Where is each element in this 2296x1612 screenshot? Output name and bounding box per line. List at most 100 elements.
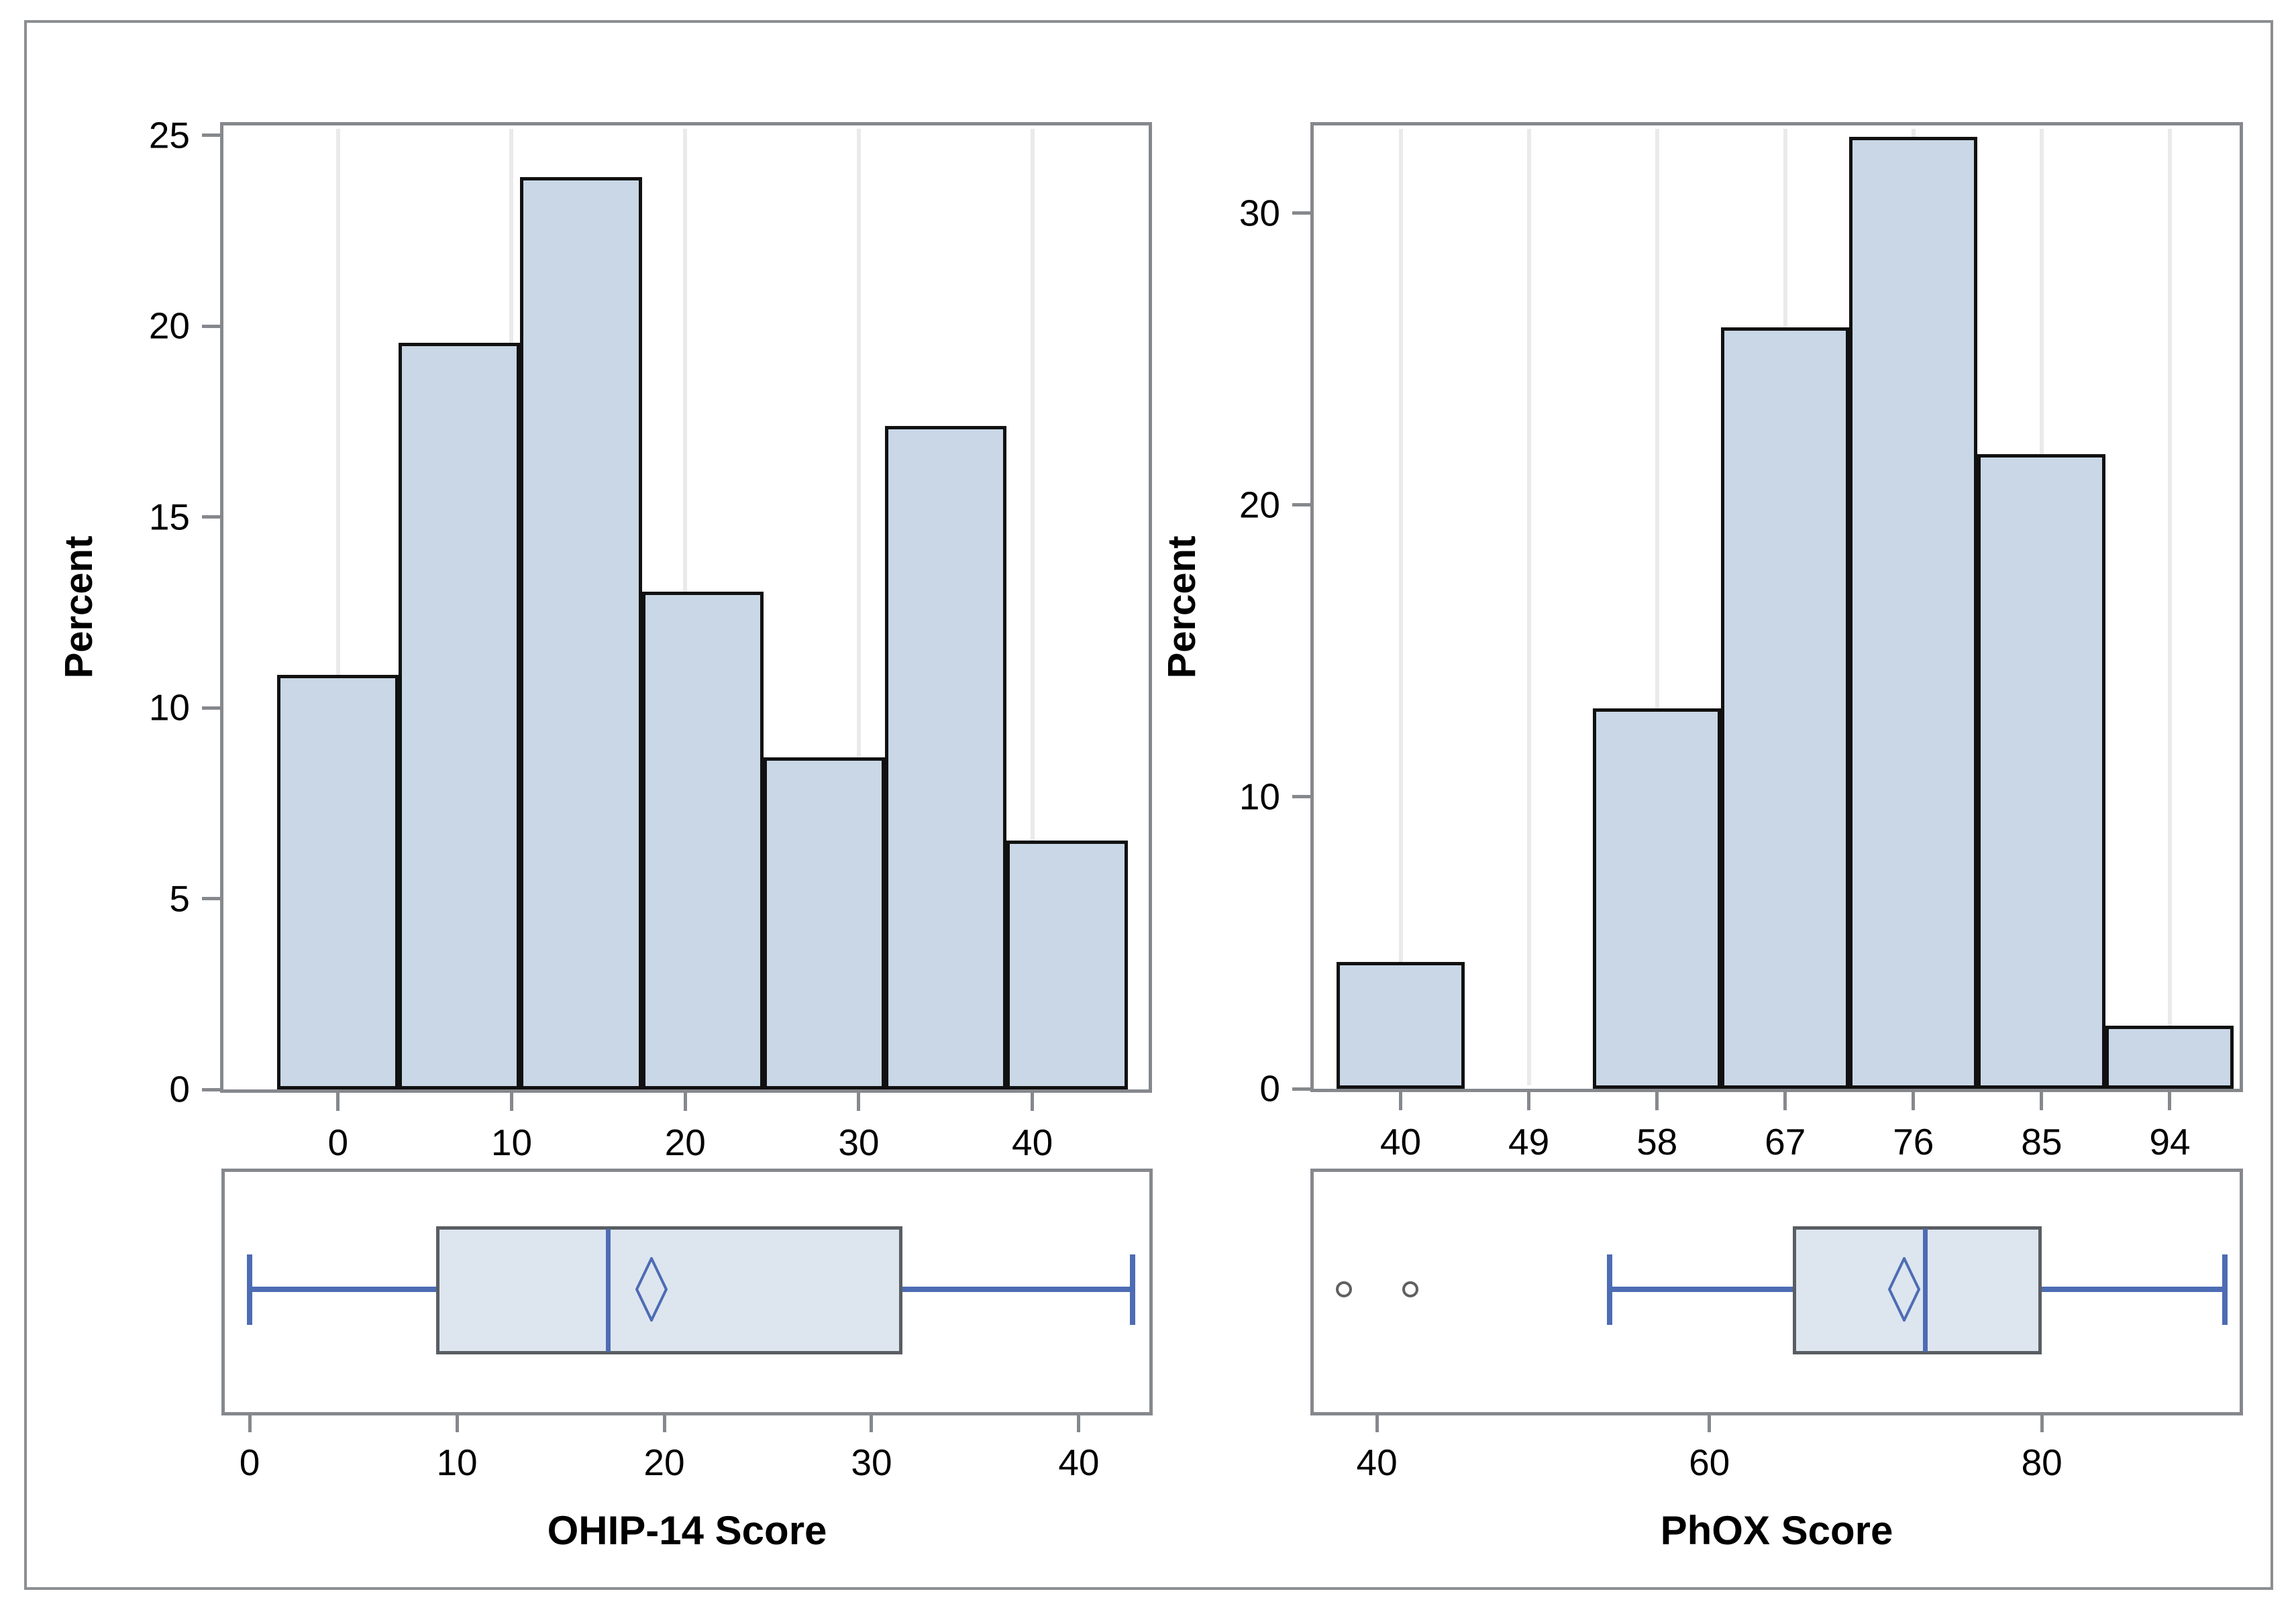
x-tick-label: 85 [2021, 1121, 2063, 1163]
histogram-bar [277, 674, 399, 1089]
whisker-cap [1130, 1254, 1136, 1326]
x-tick-mark [1708, 1412, 1712, 1432]
gridline [1655, 129, 1659, 1085]
x-tick-mark [2040, 1412, 2044, 1432]
x-tick-label: 10 [490, 1122, 533, 1163]
x-tick-mark [336, 1089, 340, 1111]
x-tick-label: 40 [1012, 1122, 1053, 1163]
gridline [856, 129, 861, 1086]
whisker-line [250, 1287, 437, 1293]
x-tick-label: 94 [2149, 1121, 2191, 1163]
outlier-point [1335, 1281, 1352, 1298]
x-tick-mark [509, 1089, 513, 1111]
y-tick-label: 25 [148, 114, 190, 156]
x-tick-label: 0 [327, 1122, 349, 1163]
whisker-line [1610, 1287, 1793, 1293]
x-tick-mark [857, 1089, 861, 1111]
mean-marker [1887, 1255, 1920, 1324]
x-tick-mark [1527, 1089, 1531, 1110]
gridline [335, 129, 340, 1086]
median-line [1923, 1228, 1928, 1352]
x-tick-mark [1031, 1089, 1035, 1111]
histogram-bar [520, 176, 642, 1089]
gridline [1526, 129, 1531, 1085]
y-tick-mark [202, 706, 223, 710]
x-tick-label: 30 [851, 1442, 892, 1483]
x-tick-label: 40 [1379, 1121, 1422, 1163]
x-tick-mark [1077, 1412, 1081, 1432]
x-tick-label: 80 [2021, 1442, 2063, 1483]
x-tick-mark [1912, 1089, 1916, 1110]
y-tick-label: 30 [1239, 192, 1280, 234]
phox-x-axis-title: PhOX Score [1660, 1508, 1893, 1553]
median-line [606, 1228, 611, 1352]
outlier-point [1402, 1281, 1418, 1298]
ohip-y-axis-title: Percent [57, 535, 101, 679]
histogram-bar [2105, 1025, 2234, 1089]
y-tick-mark [1292, 503, 1314, 507]
x-tick-label: 20 [643, 1442, 685, 1483]
histogram-bar [763, 757, 885, 1089]
y-tick-mark [202, 897, 223, 901]
x-tick-mark [683, 1089, 687, 1111]
x-tick-mark [1375, 1412, 1379, 1432]
x-tick-mark [2168, 1089, 2172, 1110]
histogram-bar [1977, 453, 2106, 1089]
whisker-cap [1607, 1254, 1612, 1326]
histogram-bar [884, 425, 1006, 1089]
x-tick-label: 30 [838, 1122, 880, 1163]
x-tick-mark [1399, 1089, 1402, 1110]
y-tick-mark [1292, 795, 1314, 799]
histogram-bar [1336, 961, 1465, 1089]
x-tick-mark [870, 1412, 874, 1432]
x-tick-mark [1783, 1089, 1787, 1110]
y-tick-label: 0 [1259, 1067, 1280, 1110]
x-tick-label: 0 [239, 1442, 260, 1483]
x-tick-label: 10 [436, 1442, 478, 1483]
histogram-bar [1721, 327, 1850, 1089]
x-tick-mark [662, 1412, 666, 1432]
y-tick-mark [202, 515, 223, 519]
y-tick-mark [202, 133, 223, 138]
y-tick-mark [1292, 1087, 1314, 1091]
interquartile-box [436, 1226, 903, 1355]
whisker-cap [247, 1254, 253, 1326]
x-tick-label: 76 [1893, 1121, 1934, 1163]
x-tick-label: 67 [1765, 1121, 1806, 1163]
mean-marker [635, 1255, 668, 1324]
x-tick-label: 49 [1508, 1121, 1550, 1163]
whisker-line [2042, 1287, 2225, 1293]
y-tick-mark [202, 324, 223, 328]
x-tick-mark [455, 1412, 459, 1432]
y-tick-label: 0 [169, 1068, 190, 1110]
gridline [2167, 129, 2172, 1085]
gridline [1030, 129, 1035, 1086]
y-tick-label: 10 [1239, 775, 1280, 818]
x-tick-label: 40 [1058, 1442, 1100, 1483]
x-tick-mark [248, 1412, 252, 1432]
y-tick-label: 5 [169, 877, 190, 920]
x-tick-label: 40 [1356, 1442, 1398, 1483]
histogram-bar [1849, 136, 1978, 1089]
y-tick-label: 15 [148, 496, 190, 538]
x-tick-mark [2040, 1089, 2044, 1110]
y-tick-mark [202, 1087, 223, 1091]
whisker-line [902, 1287, 1133, 1293]
y-tick-label: 10 [148, 686, 190, 729]
y-tick-label: 20 [148, 305, 190, 347]
x-tick-label: 60 [1689, 1442, 1730, 1483]
histogram-bar [1006, 841, 1128, 1089]
x-tick-label: 58 [1636, 1121, 1678, 1163]
x-tick-label: 20 [664, 1122, 706, 1163]
gridline [1398, 129, 1403, 1085]
y-tick-mark [1292, 211, 1314, 215]
whisker-cap [2222, 1254, 2228, 1326]
ohip-x-axis-title: OHIP-14 Score [547, 1508, 827, 1553]
histogram-bar [641, 592, 764, 1089]
y-tick-label: 20 [1239, 484, 1280, 526]
histogram-bar [399, 342, 521, 1089]
phox-y-axis-title: Percent [1160, 535, 1204, 679]
histogram-bar [1593, 708, 1722, 1089]
x-tick-mark [1655, 1089, 1659, 1110]
